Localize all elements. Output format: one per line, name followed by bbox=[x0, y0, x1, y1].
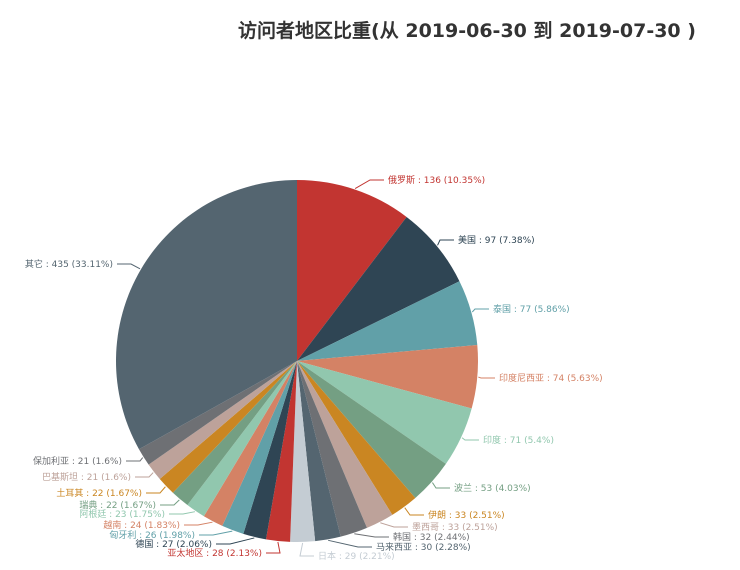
label-line bbox=[160, 499, 180, 506]
label-line bbox=[328, 539, 372, 548]
label-line bbox=[354, 533, 389, 538]
pie-slice[interactable] bbox=[203, 361, 297, 526]
pie-slice[interactable] bbox=[115, 180, 297, 450]
label-line bbox=[169, 511, 196, 515]
pie-slice[interactable] bbox=[159, 361, 297, 493]
pie-slice[interactable] bbox=[297, 361, 472, 464]
label-line bbox=[199, 530, 233, 536]
slice-label: 印度尼西亚 : 74 (5.63%) bbox=[499, 372, 603, 384]
pie-slice[interactable] bbox=[148, 361, 297, 479]
pie-slice[interactable] bbox=[138, 361, 297, 465]
slice-label: 马来西亚 : 30 (2.28%) bbox=[376, 542, 471, 553]
slice-label: 日本 : 29 (2.21%) bbox=[318, 550, 395, 562]
pie-slice[interactable] bbox=[297, 361, 341, 542]
slice-label: 瑞典 : 22 (1.67%) bbox=[79, 499, 156, 511]
label-line bbox=[461, 437, 479, 441]
slice-label: 其它 : 435 (33.11%) bbox=[25, 258, 113, 270]
label-line bbox=[216, 537, 255, 545]
chart-title: 访问者地区比重(从 2019-06-30 到 2019-07-30 ) bbox=[238, 20, 696, 42]
label-line bbox=[354, 179, 384, 189]
label-line bbox=[471, 308, 489, 313]
label-line bbox=[126, 457, 144, 462]
label-line bbox=[117, 263, 141, 270]
pie-slice[interactable] bbox=[187, 361, 297, 517]
label-line bbox=[266, 541, 281, 554]
pie-slice[interactable] bbox=[297, 361, 446, 498]
pie-slice[interactable] bbox=[172, 361, 297, 506]
label-line bbox=[299, 542, 314, 557]
slice-label: 美国 : 97 (7.38%) bbox=[458, 234, 535, 246]
slice-label: 伊朗 : 33 (2.51%) bbox=[428, 509, 505, 521]
pie-slice[interactable] bbox=[297, 361, 416, 515]
pie-slice[interactable] bbox=[222, 361, 297, 534]
label-line bbox=[146, 486, 166, 494]
label-line bbox=[380, 522, 408, 528]
slice-label: 巴基斯坦 : 21 (1.6%) bbox=[42, 471, 131, 483]
pie-slice[interactable] bbox=[290, 361, 316, 542]
slice-label: 德国 : 27 (2.06%) bbox=[135, 538, 212, 550]
slice-label: 匈牙利 : 26 (1.98%) bbox=[109, 529, 195, 541]
pie-slice[interactable] bbox=[297, 216, 460, 361]
slice-label: 土耳其 : 22 (1.67%) bbox=[56, 487, 142, 499]
pie-slice[interactable] bbox=[265, 361, 297, 542]
slice-label: 墨西哥 : 33 (2.51%) bbox=[412, 522, 498, 533]
slice-label: 韩国 : 32 (2.44%) bbox=[393, 531, 470, 543]
label-line bbox=[437, 239, 454, 246]
slice-label: 阿根廷 : 23 (1.75%) bbox=[79, 508, 165, 520]
pie-slice[interactable] bbox=[243, 361, 297, 540]
label-line bbox=[432, 482, 450, 489]
label-line bbox=[478, 376, 495, 379]
slice-label: 俄罗斯 : 136 (10.35%) bbox=[388, 174, 485, 186]
pie-slice[interactable] bbox=[297, 345, 479, 409]
slice-label: 印度 : 71 (5.4%) bbox=[483, 434, 554, 446]
slice-label: 亚太地区 : 28 (2.13%) bbox=[167, 547, 262, 559]
slice-label: 保加利亚 : 21 (1.6%) bbox=[33, 455, 122, 467]
pie-slice[interactable] bbox=[297, 180, 407, 361]
slice-label: 波兰 : 53 (4.03%) bbox=[454, 482, 531, 494]
slice-label: 泰国 : 77 (5.86%) bbox=[493, 303, 570, 315]
pie-slice[interactable] bbox=[297, 361, 367, 537]
pie-slice[interactable] bbox=[297, 361, 393, 528]
slice-label: 越南 : 24 (1.83%) bbox=[103, 519, 180, 531]
label-line bbox=[404, 507, 424, 516]
label-line bbox=[135, 472, 154, 478]
label-line bbox=[184, 521, 213, 526]
pie-slice[interactable] bbox=[297, 281, 478, 361]
